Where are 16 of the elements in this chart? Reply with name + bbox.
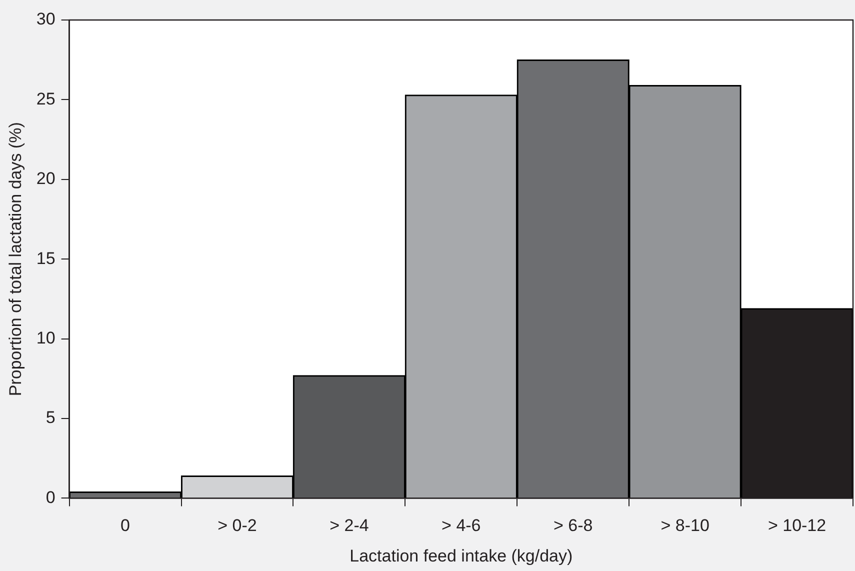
- y-tick-label: 15: [36, 248, 56, 268]
- y-tick-label: 10: [36, 328, 56, 348]
- x-tick-label: > 2-4: [330, 516, 369, 536]
- x-tick-label: 0: [120, 516, 130, 536]
- x-tick-label: > 4-6: [442, 516, 481, 536]
- y-tick-label: 0: [46, 488, 56, 507]
- y-tick-label: 20: [36, 169, 56, 188]
- x-tick-label: > 8-10: [660, 516, 710, 536]
- x-tick-label: > 10-12: [768, 516, 826, 536]
- y-tick-label: 30: [36, 10, 56, 29]
- y-axis-title: Proportion of total lactation days (%): [6, 122, 25, 396]
- x-tick-label: > 6-8: [553, 516, 593, 536]
- x-axis-title: Lactation feed intake (kg/day): [350, 546, 573, 566]
- y-tick-label: 25: [36, 89, 56, 108]
- x-tick-label: > 0-2: [218, 516, 257, 536]
- y-tick-label: 5: [46, 408, 56, 428]
